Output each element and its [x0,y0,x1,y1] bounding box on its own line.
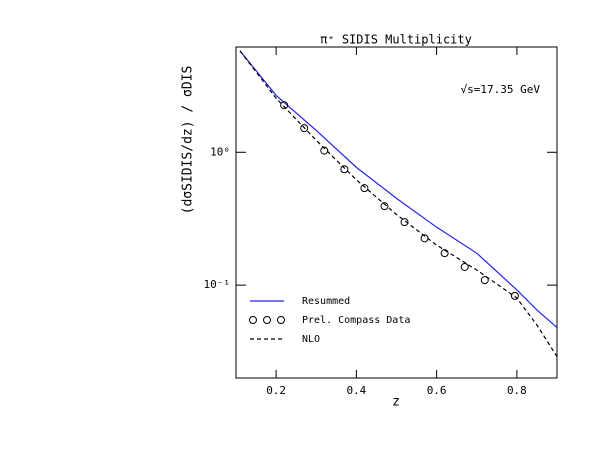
legend-label: Prel. Compass Data [302,315,410,326]
data-point [480,276,489,285]
data-point [400,218,409,227]
x-axis-label: z [392,395,400,410]
y-tick-label: 10⁻¹ [204,278,231,291]
data-point [460,262,469,271]
legend-swatch [263,316,271,324]
y-tick-label: 10⁰ [210,145,230,158]
data-point [320,146,329,155]
annotation: √s=17.35 GeV [461,83,541,96]
chart-title: π⁺ SIDIS Multiplicity [320,33,472,47]
legend-label: Resummed [302,296,350,307]
series-line [239,50,557,328]
data-point [280,101,289,110]
data-point [340,165,349,174]
x-tick-label: 0.2 [266,384,286,397]
data-point [440,249,449,258]
data-point [510,291,519,300]
legend-swatch [249,316,257,324]
legend-swatch [277,316,285,324]
data-point [300,124,309,133]
x-tick-label: 0.8 [507,384,527,397]
x-tick-label: 0.4 [346,384,366,397]
plot-frame [235,46,558,379]
x-tick-label: 0.6 [427,384,447,397]
data-point [360,184,369,193]
y-axis-label: (dσSIDIS/dz) / σDIS [181,66,196,215]
series-line [239,50,557,357]
data-point [380,202,389,211]
legend-label: NLO [302,334,320,345]
